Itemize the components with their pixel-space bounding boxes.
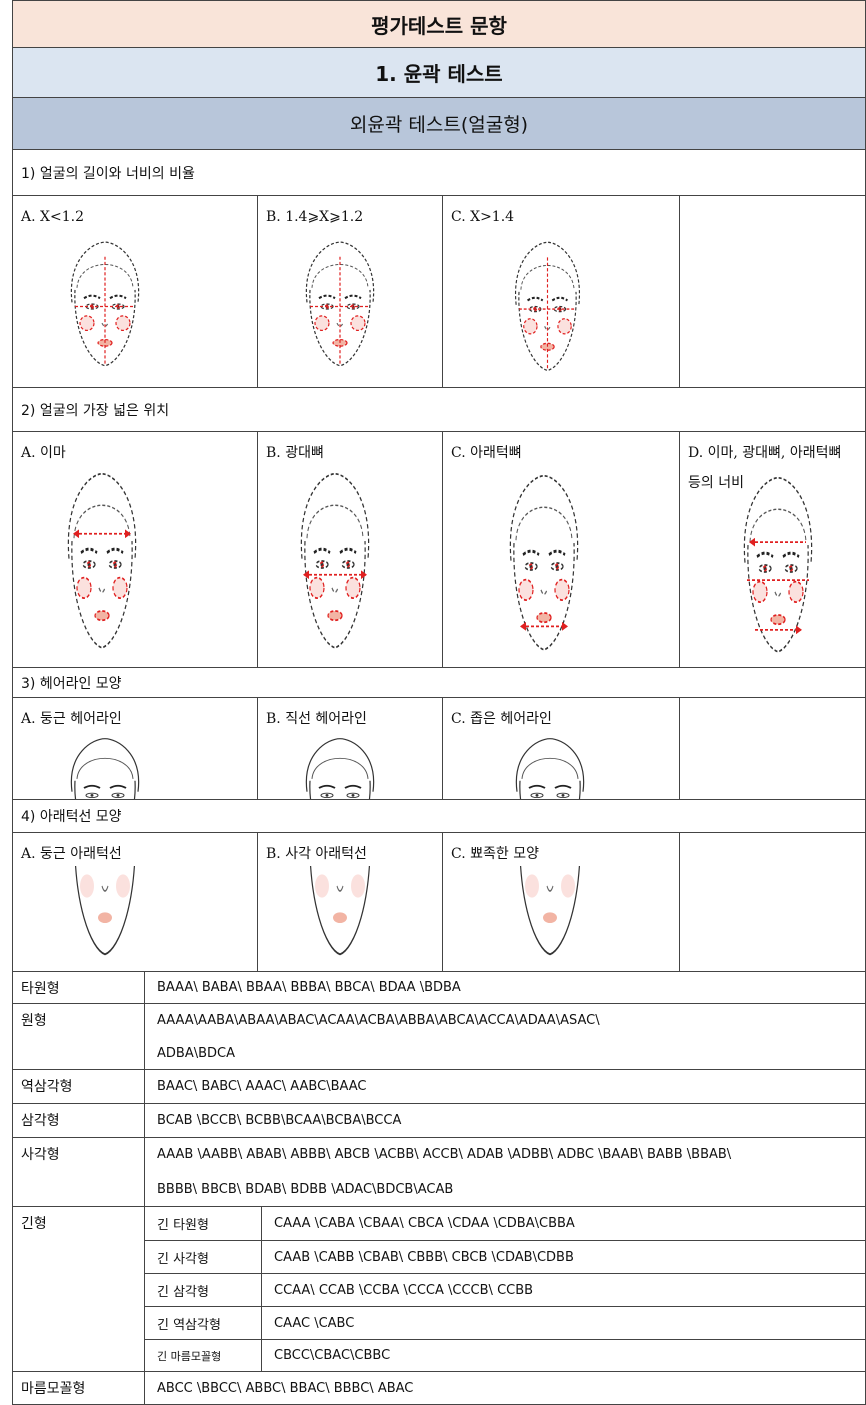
- option-cell: B. 1.4⩾X⩾1.2: [258, 196, 443, 388]
- subsection-title: 외윤곽 테스트(얼굴형): [12, 98, 866, 150]
- codes-line: ABCC \BBCC\ ABBC\ BBAC\ BBBC\ ABAC: [157, 1381, 414, 1396]
- type-name: 사각형: [12, 1138, 145, 1207]
- codes-cell: BAAA\ BABA\ BBAA\ BBBA\ BBCA\ BDAA \BDBA: [145, 972, 866, 1004]
- empty-cell: [680, 698, 866, 800]
- codes-line: CBCC\CBAC\CBBC: [274, 1348, 391, 1363]
- codes-line: BBBB\ BBCB\ BDAB\ BDBB \ADAC\BDCB\ACAB: [157, 1181, 454, 1197]
- type-name: 역삼각형: [12, 1070, 145, 1104]
- question-label: 3) 헤어라인 모양: [12, 668, 866, 698]
- option-cell: A. X<1.2: [12, 196, 258, 388]
- subtype-name: 긴 역삼각형: [145, 1307, 262, 1340]
- option-cell: C. 아래턱뼈: [443, 432, 680, 668]
- codes-cell: ABCC \BBCC\ ABBC\ BBAC\ BBBC\ ABAC: [145, 1372, 866, 1405]
- doc-title: 평가테스트 문항: [12, 0, 866, 48]
- question-label: 2) 얼굴의 가장 넓은 위치: [12, 388, 866, 432]
- option-cell: A. 둥근 아래턱선: [12, 833, 258, 972]
- codes-cell: BCAB \BCCB\ BCBB\BCAA\BCBA\BCCA: [145, 1104, 866, 1138]
- option-cell: B. 광대뼈: [258, 432, 443, 668]
- option-cell: D. 이마, 광대뼈, 아래턱뼈 등의 너비: [680, 432, 866, 668]
- question-label: 4) 아래턱선 모양: [12, 800, 866, 833]
- empty-cell: [680, 196, 866, 388]
- codes-line: BCAB \BCCB\ BCBB\BCAA\BCBA\BCCA: [157, 1113, 402, 1128]
- option-cell: A. 둥근 헤어라인: [12, 698, 258, 800]
- codes-cell: BAAC\ BABC\ AAAC\ AABC\BAAC: [145, 1070, 866, 1104]
- codes-cell: CCAA\ CCAB \CCBA \CCCA \CCCB\ CCBB: [262, 1274, 866, 1307]
- codes-line: BAAC\ BABC\ AAAC\ AABC\BAAC: [157, 1079, 367, 1094]
- section-title: 1. 윤곽 테스트: [12, 48, 866, 98]
- codes-line: AAAB \AABB\ ABAB\ ABBB\ ABCB \ACBB\ ACCB…: [157, 1147, 732, 1162]
- option-cell: C. 뾰족한 모양: [443, 833, 680, 972]
- option-cell: C. X>1.4: [443, 196, 680, 388]
- type-name: 타원형: [12, 972, 145, 1004]
- subtype-name: 긴 삼각형: [145, 1274, 262, 1307]
- codes-cell: CAAB \CABB \CBAB\ CBBB\ CBCB \CDAB\CDBB: [262, 1241, 866, 1274]
- option-cell: B. 직선 헤어라인: [258, 698, 443, 800]
- codes-line: CAAC \CABC: [274, 1316, 355, 1331]
- codes-line: AAAA\AABA\ABAA\ABAC\ACAA\ACBA\ABBA\ABCA\…: [157, 1013, 600, 1028]
- type-name: 원형: [12, 1004, 145, 1070]
- question-label: 1) 얼굴의 길이와 너비의 비율: [12, 150, 866, 196]
- codes-cell: AAAA\AABA\ABAA\ABAC\ACAA\ACBA\ABBA\ABCA\…: [145, 1004, 866, 1070]
- subtype-name: 긴 마름모꼴형: [145, 1340, 262, 1372]
- codes-line: CCAA\ CCAB \CCBA \CCCA \CCCB\ CCBB: [274, 1283, 534, 1298]
- codes-line: BAAA\ BABA\ BBAA\ BBBA\ BBCA\ BDAA \BDBA: [157, 980, 461, 995]
- codes-line: CAAB \CABB \CBAB\ CBBB\ CBCB \CDAB\CDBB: [274, 1250, 574, 1265]
- codes-cell: CAAC \CABC: [262, 1307, 866, 1340]
- codes-line: CAAA \CABA \CBAA\ CBCA \CDAA \CDBA\CBBA: [274, 1216, 575, 1231]
- codes-cell: CBCC\CBAC\CBBC: [262, 1340, 866, 1372]
- subtype-name: 긴 타원형: [145, 1207, 262, 1241]
- codes-cell: AAAB \AABB\ ABAB\ ABBB\ ABCB \ACBB\ ACCB…: [145, 1138, 866, 1207]
- codes-line: ADBA\BDCA: [157, 1046, 235, 1061]
- type-name: 긴형: [12, 1207, 145, 1372]
- empty-cell: [680, 833, 866, 972]
- option-cell: B. 사각 아래턱선: [258, 833, 443, 972]
- codes-cell: CAAA \CABA \CBAA\ CBCA \CDAA \CDBA\CBBA: [262, 1207, 866, 1241]
- type-name: 삼각형: [12, 1104, 145, 1138]
- option-cell: C. 좁은 헤어라인: [443, 698, 680, 800]
- type-name: 마름모꼴형: [12, 1372, 145, 1405]
- subtype-name: 긴 사각형: [145, 1241, 262, 1274]
- option-cell: A. 이마: [12, 432, 258, 668]
